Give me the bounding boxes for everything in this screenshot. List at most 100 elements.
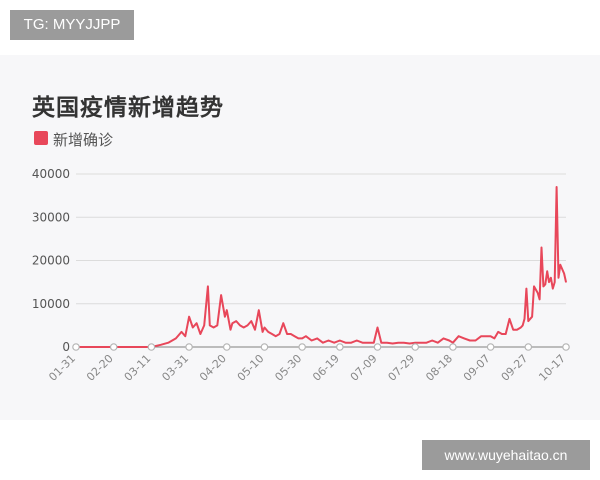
data-point bbox=[327, 339, 330, 342]
x-tick-label: 09-27 bbox=[499, 352, 531, 384]
data-point bbox=[505, 333, 507, 335]
data-point bbox=[425, 342, 428, 344]
data-point bbox=[548, 281, 550, 283]
data-point bbox=[310, 339, 313, 342]
data-point bbox=[199, 333, 201, 335]
data-point bbox=[216, 324, 218, 326]
series-layer bbox=[75, 186, 567, 348]
data-point bbox=[557, 277, 560, 279]
data-point bbox=[537, 292, 539, 294]
x-tick-marker bbox=[72, 343, 80, 351]
data-point bbox=[452, 342, 454, 344]
data-point bbox=[226, 309, 228, 311]
y-tick-label: 10000 bbox=[32, 297, 70, 311]
data-point bbox=[263, 326, 266, 329]
data-point bbox=[480, 335, 482, 337]
data-point bbox=[297, 337, 299, 339]
data-point bbox=[542, 285, 544, 288]
x-tick-label: 06-19 bbox=[310, 352, 342, 384]
data-point bbox=[254, 329, 256, 331]
data-point bbox=[203, 324, 205, 326]
y-tick-label: 40000 bbox=[32, 167, 70, 181]
data-point bbox=[559, 264, 561, 266]
y-tick-label: 30000 bbox=[32, 210, 70, 224]
data-point bbox=[350, 342, 352, 344]
data-point bbox=[533, 285, 535, 288]
data-point bbox=[246, 324, 249, 326]
data-point bbox=[290, 333, 292, 335]
x-tick-label: 01-31 bbox=[46, 352, 78, 384]
data-point bbox=[282, 322, 284, 324]
data-point bbox=[275, 335, 277, 337]
data-point bbox=[361, 342, 364, 344]
data-point bbox=[250, 320, 252, 322]
data-point bbox=[486, 335, 488, 337]
x-tick-label: 08-18 bbox=[423, 352, 455, 384]
data-point bbox=[397, 342, 399, 344]
data-point bbox=[212, 326, 215, 329]
data-point bbox=[344, 342, 347, 344]
data-point bbox=[239, 324, 241, 326]
data-point bbox=[356, 339, 358, 342]
x-tick-label: 04-20 bbox=[197, 352, 229, 384]
x-tick-markers bbox=[72, 343, 570, 351]
data-point bbox=[448, 339, 450, 342]
data-point bbox=[555, 186, 558, 188]
data-point bbox=[554, 281, 556, 283]
data-point bbox=[501, 333, 503, 335]
data-point bbox=[414, 342, 416, 344]
data-point bbox=[522, 324, 524, 326]
data-point bbox=[546, 270, 548, 272]
data-point bbox=[333, 342, 335, 344]
data-point bbox=[184, 335, 186, 337]
data-point bbox=[516, 329, 518, 331]
y-tick-label: 20000 bbox=[32, 254, 70, 268]
data-point bbox=[497, 331, 499, 333]
chart-title: 英国疫情新增趋势 bbox=[32, 95, 224, 121]
data-point bbox=[508, 318, 511, 320]
data-point bbox=[512, 329, 514, 331]
data-point bbox=[561, 268, 563, 270]
data-point bbox=[192, 326, 194, 329]
data-point bbox=[301, 337, 303, 339]
x-tick-label: 02-20 bbox=[84, 352, 116, 384]
data-point bbox=[376, 326, 379, 329]
watermark: www.wuyehaitao.cn bbox=[422, 440, 590, 470]
data-point bbox=[367, 342, 369, 344]
data-point bbox=[490, 335, 492, 337]
data-point bbox=[305, 335, 307, 337]
data-point bbox=[261, 331, 264, 333]
data-point bbox=[316, 337, 318, 339]
x-tick-label: 03-31 bbox=[159, 352, 191, 384]
data-point bbox=[286, 333, 288, 335]
data-point bbox=[420, 342, 422, 344]
data-point bbox=[457, 335, 460, 337]
data-point bbox=[229, 329, 232, 331]
data-point bbox=[180, 331, 183, 333]
data-point bbox=[531, 316, 533, 318]
chart-card bbox=[0, 55, 600, 420]
data-point bbox=[525, 288, 528, 290]
x-tick-label: 10-17 bbox=[536, 352, 568, 384]
data-point bbox=[243, 326, 245, 329]
x-tick-marker bbox=[260, 343, 269, 351]
x-tick-marker bbox=[336, 343, 344, 351]
data-point bbox=[167, 342, 169, 344]
data-point bbox=[474, 339, 477, 342]
data-point bbox=[258, 309, 260, 311]
data-point bbox=[386, 342, 388, 344]
x-tick-label: 05-30 bbox=[272, 352, 304, 384]
x-tick-label: 03-11 bbox=[122, 352, 154, 384]
data-point bbox=[209, 324, 211, 326]
data-point bbox=[224, 316, 226, 318]
data-point bbox=[278, 333, 281, 335]
data-point bbox=[550, 277, 552, 279]
x-tick-label: 07-09 bbox=[348, 352, 380, 384]
x-tick-marker bbox=[373, 343, 382, 351]
data-point bbox=[539, 298, 541, 301]
data-point bbox=[520, 326, 522, 329]
grid-lines bbox=[76, 173, 566, 348]
x-tick-marker bbox=[411, 343, 420, 351]
data-point bbox=[408, 342, 411, 345]
x-tick-marker bbox=[147, 343, 156, 351]
